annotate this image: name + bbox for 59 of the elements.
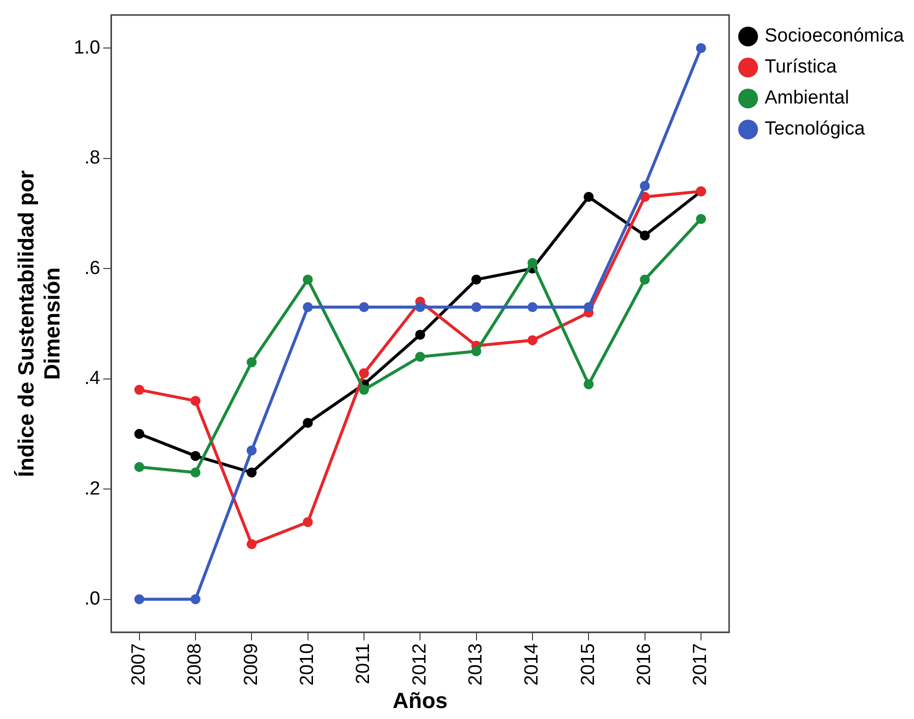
point bbox=[640, 230, 650, 240]
x-tick-label: 2011 bbox=[353, 643, 374, 684]
y-axis-title: Índice de Sustentabilidad por Dimensión bbox=[13, 170, 65, 478]
point bbox=[584, 379, 594, 390]
x-tick-label: 2013 bbox=[466, 643, 487, 686]
point bbox=[302, 517, 313, 528]
x-axis-title: Años bbox=[392, 688, 448, 713]
point bbox=[358, 384, 369, 395]
point bbox=[302, 302, 313, 312]
point bbox=[358, 302, 369, 312]
y-tick-label: .8 bbox=[84, 148, 100, 169]
point bbox=[246, 467, 257, 478]
point bbox=[415, 330, 426, 340]
x-tick-label: 2015 bbox=[578, 643, 599, 686]
point bbox=[640, 180, 650, 191]
point bbox=[246, 357, 257, 368]
x-tick-label: 2017 bbox=[690, 643, 712, 686]
point bbox=[696, 214, 706, 224]
legend-label: Socioeconómica bbox=[764, 26, 904, 47]
point bbox=[190, 396, 200, 406]
x-tick-label: 2008 bbox=[184, 643, 206, 686]
y-tick-label: .4 bbox=[84, 368, 101, 390]
point bbox=[190, 450, 200, 461]
x-tick-label: 2007 bbox=[128, 643, 150, 686]
x-tick-label: 2014 bbox=[522, 642, 543, 686]
y-tick-label: .6 bbox=[84, 258, 100, 279]
point bbox=[134, 428, 144, 439]
point bbox=[415, 302, 426, 312]
x-tick-label: 2009 bbox=[240, 643, 262, 686]
point bbox=[302, 418, 313, 428]
point bbox=[302, 274, 313, 285]
y-tick-label: 1.0 bbox=[74, 37, 100, 58]
point bbox=[471, 346, 482, 356]
point bbox=[415, 352, 426, 362]
legend-label: Turística bbox=[764, 56, 838, 78]
point bbox=[190, 594, 200, 604]
y-tick-label: .2 bbox=[84, 478, 100, 500]
point bbox=[358, 368, 369, 378]
point bbox=[134, 462, 144, 472]
point bbox=[527, 258, 538, 268]
point bbox=[246, 539, 257, 550]
x-tick-label: 2012 bbox=[409, 643, 430, 686]
legend-label: Tecnológica bbox=[764, 118, 866, 140]
legend-label: Ambiental bbox=[764, 88, 850, 109]
point bbox=[134, 594, 144, 604]
point bbox=[584, 302, 594, 312]
x-tick-label: 2016 bbox=[634, 643, 656, 686]
point bbox=[471, 302, 482, 312]
point bbox=[527, 302, 538, 312]
point bbox=[134, 384, 144, 395]
x-tick-label: 2010 bbox=[297, 643, 318, 686]
y-tick-label: .0 bbox=[84, 588, 100, 610]
point bbox=[246, 445, 257, 456]
point bbox=[696, 43, 706, 54]
point bbox=[584, 192, 594, 202]
point bbox=[190, 467, 200, 478]
point bbox=[471, 274, 482, 285]
point bbox=[527, 335, 538, 346]
point bbox=[640, 274, 650, 285]
